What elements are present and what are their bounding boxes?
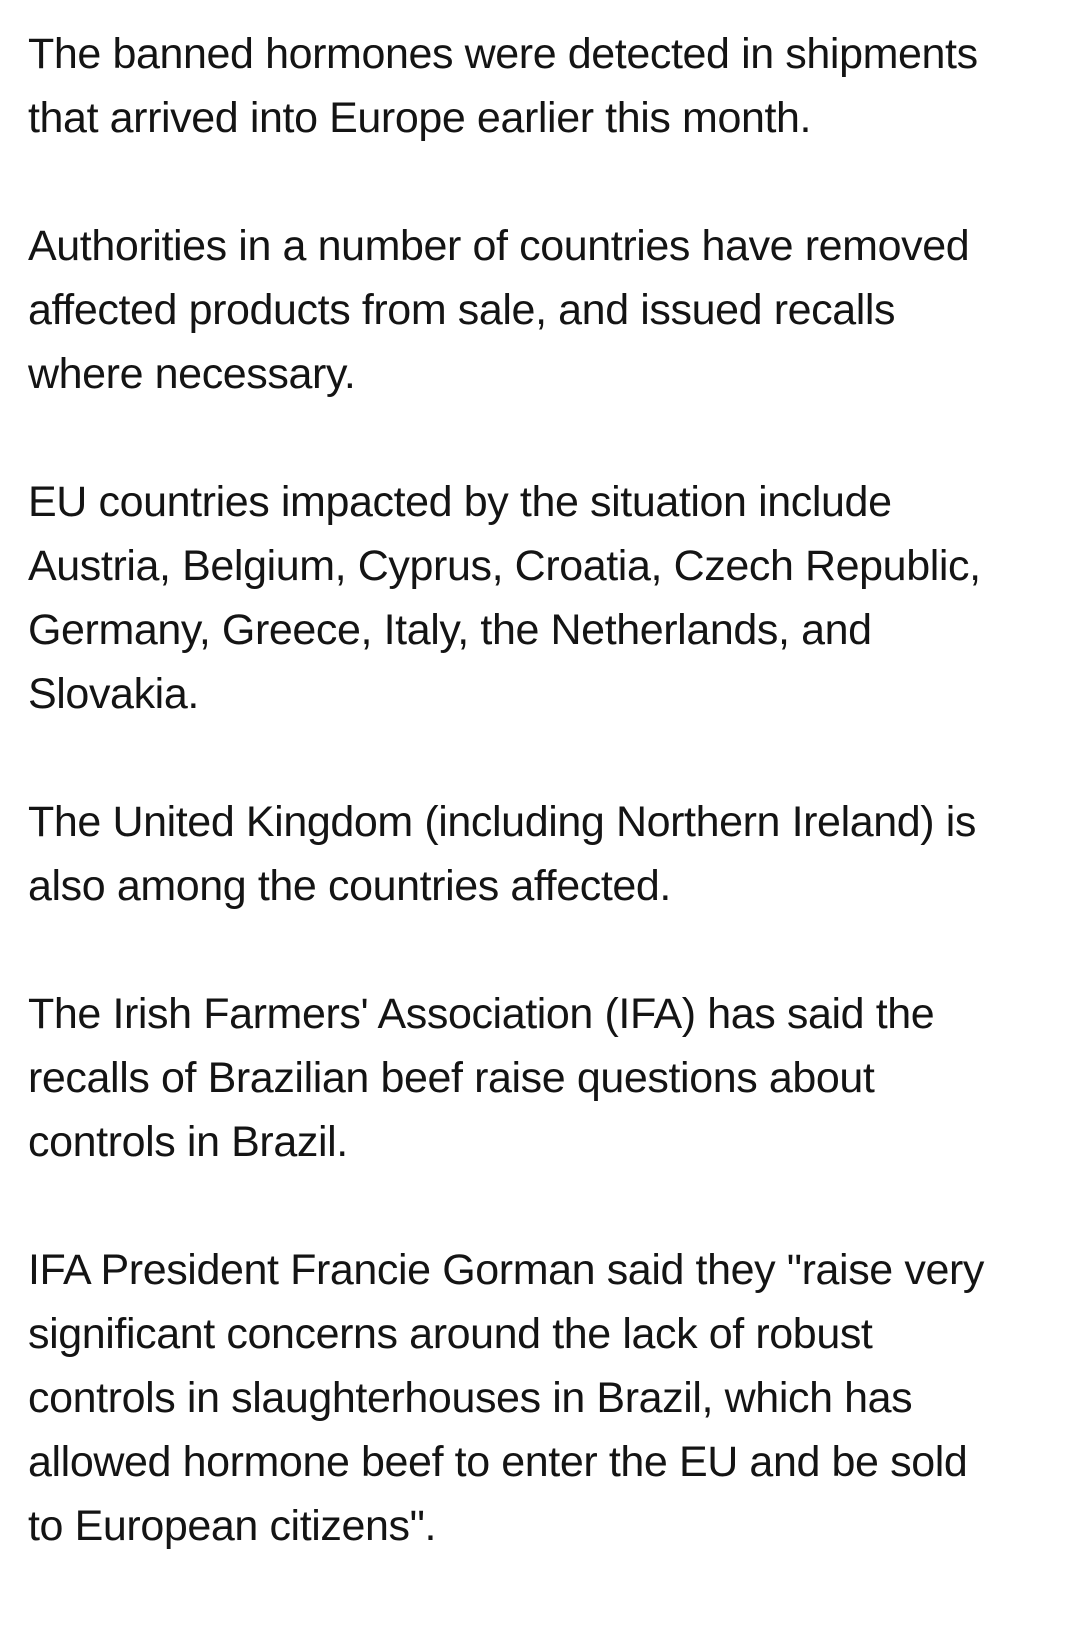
- article-paragraph: The Irish Farmers' Association (IFA) has…: [28, 990, 935, 1166]
- article-paragraph: The banned hormones were detected in shi…: [28, 30, 978, 142]
- article-paragraph: EU countries impacted by the situation i…: [28, 478, 981, 718]
- article-paragraph: Authorities in a number of countries hav…: [28, 222, 970, 398]
- article-paragraph: IFA President Francie Gorman said they "…: [28, 1246, 985, 1550]
- article-body: The banned hormones were detected in shi…: [28, 30, 985, 1550]
- article-paragraph: The United Kingdom (including Northern I…: [28, 798, 976, 910]
